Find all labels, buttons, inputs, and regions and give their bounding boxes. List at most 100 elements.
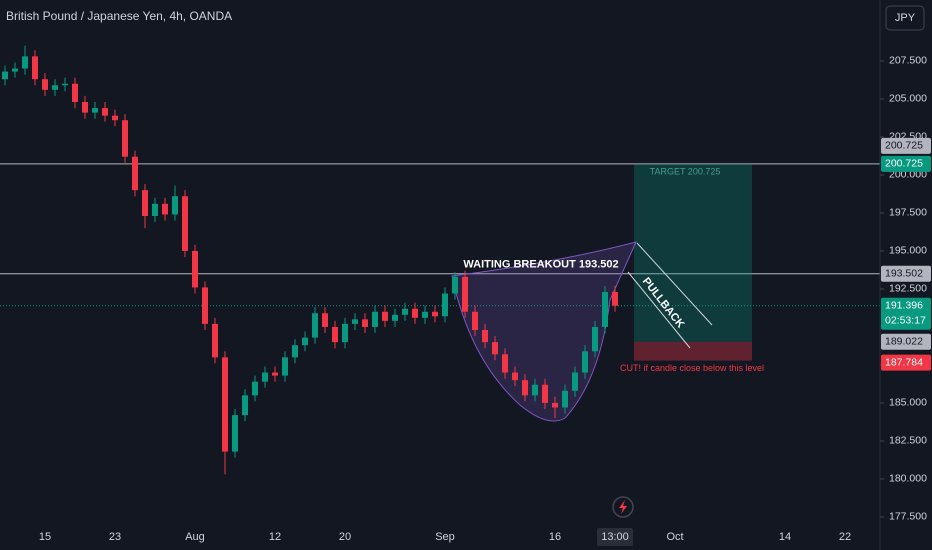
candle-body xyxy=(212,323,218,358)
event-icon-bolt xyxy=(619,500,627,514)
currency-label: JPY xyxy=(895,12,916,24)
x-tick-label: Sep xyxy=(435,531,455,543)
cup-pattern xyxy=(451,241,637,422)
candle-body xyxy=(562,390,568,408)
stop-label: CUT! if candle close below this level xyxy=(620,363,764,373)
candle-body xyxy=(552,402,558,408)
x-tick-label: 12 xyxy=(269,531,281,543)
candle-body xyxy=(2,71,8,80)
candle-body xyxy=(132,156,138,191)
y-tick-label: 195.000 xyxy=(889,245,927,257)
x-tick-label: Aug xyxy=(185,531,205,543)
candle-body xyxy=(302,337,308,346)
candle-body xyxy=(232,415,238,452)
candle-body xyxy=(92,108,98,113)
entry-price-label-box xyxy=(881,333,931,350)
y-tick-label: 182.500 xyxy=(889,435,927,447)
candle-body xyxy=(602,291,608,327)
countdown-label: 02:53:17 xyxy=(885,315,926,327)
candle-body xyxy=(452,276,458,294)
last-price-box xyxy=(881,297,931,330)
candle-body xyxy=(282,357,288,376)
candle-body xyxy=(442,293,448,317)
line-price-label: 200.725 xyxy=(885,140,923,152)
candle-body xyxy=(372,311,378,327)
candle-body xyxy=(152,203,158,216)
pullback-line xyxy=(627,271,691,349)
y-tick-label: 207.500 xyxy=(889,55,927,67)
y-tick-label: 180.000 xyxy=(889,473,927,485)
candle-body xyxy=(342,323,348,343)
candle-body xyxy=(362,319,368,327)
candle-body xyxy=(182,196,188,251)
candle-body xyxy=(432,311,438,317)
y-tick-label: 205.000 xyxy=(889,93,927,105)
stop-price-label-box xyxy=(881,354,931,371)
last-price-label: 191.396 xyxy=(885,300,923,312)
y-tick-label: 197.500 xyxy=(889,207,927,219)
x-tick-label: 23 xyxy=(109,531,121,543)
entry-price-label: 189.022 xyxy=(885,336,923,348)
candle-body xyxy=(382,311,388,321)
candle-body xyxy=(252,381,258,396)
candle-body xyxy=(112,115,118,121)
candle-body xyxy=(172,196,178,215)
candle-body xyxy=(82,101,88,113)
candle-body xyxy=(532,384,538,396)
candle-body xyxy=(22,56,28,69)
line-price-label-box xyxy=(881,137,931,154)
y-tick-label: 185.000 xyxy=(889,397,927,409)
candle-body xyxy=(72,83,78,102)
candle-body xyxy=(102,108,108,116)
y-tick-label: 192.500 xyxy=(889,283,927,295)
candle-body xyxy=(242,395,248,416)
target-zone xyxy=(634,163,752,342)
candle-body xyxy=(422,311,428,318)
candle-body xyxy=(462,276,468,312)
target-label: TARGET 200.725 xyxy=(650,166,721,176)
x-tick-label: 20 xyxy=(339,531,351,543)
stop-price-label: 187.784 xyxy=(885,356,923,368)
candle-body xyxy=(52,85,58,90)
candle-body xyxy=(482,329,488,343)
candle-body xyxy=(222,357,228,452)
currency-button[interactable] xyxy=(885,5,925,31)
candle-body xyxy=(612,291,618,306)
candle-body xyxy=(392,314,398,321)
target-price-label: 200.725 xyxy=(885,158,923,170)
target-price-label-box xyxy=(881,155,931,172)
y-tick-label: 177.500 xyxy=(889,511,927,523)
time-axis xyxy=(0,525,880,550)
x-tick-label: 14 xyxy=(779,531,791,543)
candle-body xyxy=(542,384,548,403)
candle-body xyxy=(472,311,478,330)
line-price-label-box xyxy=(881,265,931,282)
candle-body xyxy=(262,372,268,382)
event-icon xyxy=(612,496,634,518)
current-time-box xyxy=(597,528,633,546)
candle-body xyxy=(12,68,18,72)
candle-body xyxy=(312,313,318,338)
breakout-label: WAITING BREAKOUT 193.502 xyxy=(463,259,618,271)
candle-body xyxy=(142,190,148,216)
candle-body xyxy=(272,372,278,376)
candle-body xyxy=(502,354,508,373)
candle-body xyxy=(322,313,328,327)
candle-body xyxy=(492,342,498,355)
candle-body xyxy=(512,372,518,381)
candle-body xyxy=(192,250,198,288)
candle-body xyxy=(592,326,598,352)
candle-body xyxy=(522,380,528,396)
candle-body xyxy=(162,203,168,215)
x-tick-label: 22 xyxy=(839,531,851,543)
candle-body xyxy=(352,319,358,324)
candle-body xyxy=(582,351,588,373)
candle-body xyxy=(292,345,298,358)
candle-body xyxy=(412,308,418,318)
pullback-line xyxy=(636,242,713,326)
candle-body xyxy=(202,287,208,324)
x-tick-label: 16 xyxy=(549,531,561,543)
candle-body xyxy=(332,326,338,343)
